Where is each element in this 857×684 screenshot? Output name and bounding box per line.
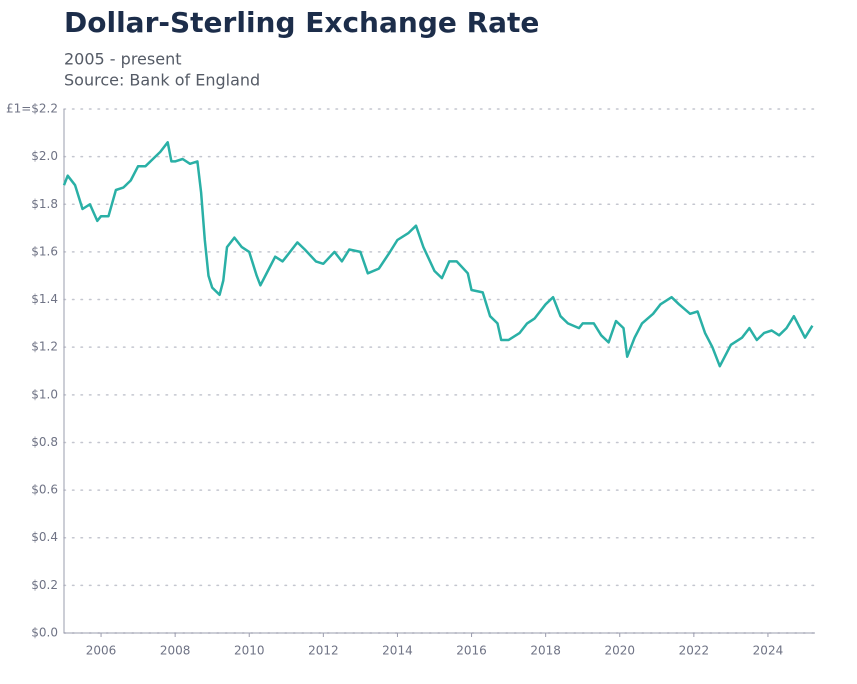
chart-subtitle: 2005 - present <box>64 50 181 69</box>
x-tick-label: 2014 <box>382 644 413 658</box>
y-tick-label: $1.0 <box>31 387 58 401</box>
x-tick-label: 2010 <box>234 644 265 658</box>
y-tick-label: $0.0 <box>31 626 58 640</box>
y-tick-label: $2.0 <box>31 149 58 163</box>
x-tick-label: 2006 <box>86 644 117 658</box>
y-tick-label: $1.4 <box>31 292 58 306</box>
x-tick-label: 2008 <box>160 644 191 658</box>
chart-source: Source: Bank of England <box>64 71 260 90</box>
y-tick-label: $1.8 <box>31 197 58 211</box>
x-tick-label: 2016 <box>456 644 487 658</box>
y-tick-label: $1.6 <box>31 244 58 258</box>
line-series <box>62 141 814 368</box>
x-tick-label: 2012 <box>308 644 339 658</box>
x-tick-label: 2020 <box>604 644 635 658</box>
y-tick-label: $1.2 <box>31 340 58 354</box>
y-tick-label: $0.4 <box>31 530 58 544</box>
chart-title: Dollar-Sterling Exchange Rate <box>64 6 539 39</box>
y-tick-label: $0.2 <box>31 578 58 592</box>
x-tick-label: 2018 <box>530 644 561 658</box>
y-tick-label: $0.6 <box>31 483 58 497</box>
y-tick-label: $0.8 <box>31 435 58 449</box>
y-tick-label: £1=$2.2 <box>6 102 58 116</box>
x-tick-label: 2022 <box>679 644 710 658</box>
x-tick-label: 2024 <box>753 644 784 658</box>
